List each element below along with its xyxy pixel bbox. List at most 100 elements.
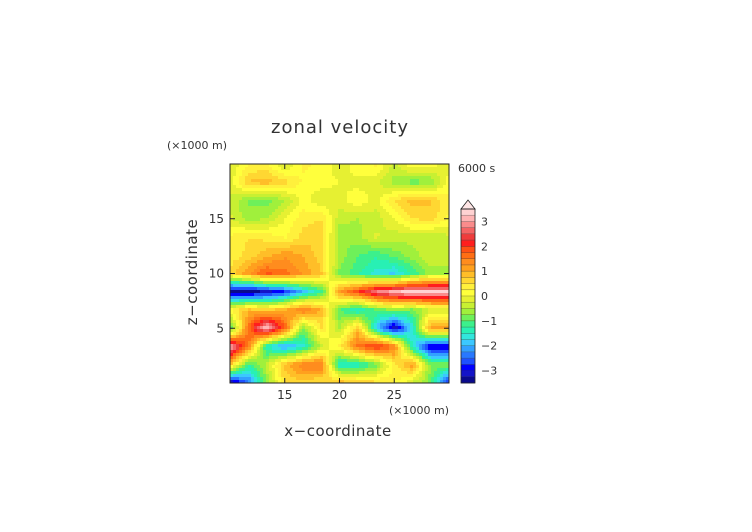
heatmap-cell: [317, 296, 321, 300]
heatmap-cell: [401, 311, 405, 315]
heatmap-cell: [275, 284, 279, 288]
heatmap-cell: [374, 293, 378, 297]
heatmap-cell: [236, 218, 240, 222]
heatmap-cell: [335, 332, 339, 336]
heatmap-cell: [365, 221, 369, 225]
heatmap-cell: [275, 257, 279, 261]
heatmap-cell: [281, 335, 285, 339]
heatmap-cell: [239, 266, 243, 270]
heatmap-cell: [242, 227, 246, 231]
heatmap-cell: [242, 221, 246, 225]
heatmap-cell: [374, 335, 378, 339]
heatmap-cell: [419, 329, 423, 333]
heatmap-cell: [428, 170, 432, 174]
heatmap-cell: [419, 269, 423, 273]
heatmap-cell: [284, 200, 288, 204]
heatmap-cell: [317, 236, 321, 240]
heatmap-cell: [254, 356, 258, 360]
heatmap-cell: [266, 353, 270, 357]
heatmap-cell: [236, 305, 240, 309]
heatmap-cell: [275, 317, 279, 321]
heatmap-cell: [422, 260, 426, 264]
heatmap-cell: [428, 227, 432, 231]
heatmap-cell: [230, 257, 234, 261]
heatmap-cell: [389, 272, 393, 276]
heatmap-cell: [287, 299, 291, 303]
heatmap-cell: [389, 362, 393, 366]
heatmap-cell: [299, 179, 303, 183]
heatmap-cell: [281, 290, 285, 294]
heatmap-cell: [236, 320, 240, 324]
heatmap-cell: [374, 341, 378, 345]
heatmap-cell: [323, 320, 327, 324]
heatmap-cell: [362, 311, 366, 315]
heatmap-cell: [344, 308, 348, 312]
heatmap-cell: [329, 203, 333, 207]
heatmap-cell: [380, 224, 384, 228]
heatmap-cell: [293, 287, 297, 291]
heatmap-cell: [434, 215, 438, 219]
heatmap-cell: [305, 362, 309, 366]
heatmap-cell: [377, 197, 381, 201]
heatmap-cell: [437, 242, 441, 246]
heatmap-cell: [368, 203, 372, 207]
heatmap-cell: [329, 278, 333, 282]
heatmap-cell: [281, 248, 285, 252]
heatmap-cell: [383, 197, 387, 201]
heatmap-cell: [302, 365, 306, 369]
heatmap-cell: [272, 212, 276, 216]
heatmap-cell: [389, 275, 393, 279]
heatmap-cell: [257, 170, 261, 174]
heatmap-cell: [311, 275, 315, 279]
heatmap-cell: [389, 341, 393, 345]
heatmap-cell: [281, 221, 285, 225]
heatmap-cell: [323, 179, 327, 183]
heatmap-cell: [266, 227, 270, 231]
heatmap-cell: [344, 167, 348, 171]
heatmap-cell: [266, 281, 270, 285]
heatmap-cell: [254, 275, 258, 279]
heatmap-cell: [341, 203, 345, 207]
heatmap-cell: [251, 209, 255, 213]
heatmap-cell: [311, 344, 315, 348]
heatmap-cell: [434, 320, 438, 324]
heatmap-cell: [341, 221, 345, 225]
heatmap-cell: [338, 293, 342, 297]
heatmap-cell: [437, 269, 441, 273]
heatmap-cell: [248, 335, 252, 339]
heatmap-cell: [434, 329, 438, 333]
heatmap-cell: [404, 350, 408, 354]
heatmap-cell: [296, 317, 300, 321]
heatmap-cell: [323, 335, 327, 339]
heatmap-cell: [395, 296, 399, 300]
heatmap-cell: [362, 344, 366, 348]
heatmap-cell: [272, 266, 276, 270]
heatmap-cell: [242, 296, 246, 300]
heatmap-cell: [359, 365, 363, 369]
heatmap-cell: [299, 329, 303, 333]
heatmap-cell: [419, 242, 423, 246]
heatmap-cell: [275, 230, 279, 234]
heatmap-cell: [374, 347, 378, 351]
heatmap-cell: [344, 362, 348, 366]
heatmap-cell: [398, 338, 402, 342]
heatmap-cell: [353, 308, 357, 312]
heatmap-cell: [404, 215, 408, 219]
heatmap-cell: [326, 356, 330, 360]
heatmap-cell: [239, 275, 243, 279]
heatmap-cell: [263, 227, 267, 231]
heatmap-cell: [407, 332, 411, 336]
heatmap-cell: [434, 170, 438, 174]
heatmap-cell: [302, 242, 306, 246]
heatmap-cell: [314, 206, 318, 210]
heatmap-cell: [374, 197, 378, 201]
heatmap-cell: [371, 203, 375, 207]
heatmap-cell: [248, 263, 252, 267]
heatmap-cell: [437, 284, 441, 288]
heatmap-cell: [344, 260, 348, 264]
heatmap-cell: [437, 344, 441, 348]
heatmap-cell: [272, 278, 276, 282]
heatmap-cell: [233, 215, 237, 219]
heatmap-cell: [329, 197, 333, 201]
heatmap-cell: [356, 305, 360, 309]
